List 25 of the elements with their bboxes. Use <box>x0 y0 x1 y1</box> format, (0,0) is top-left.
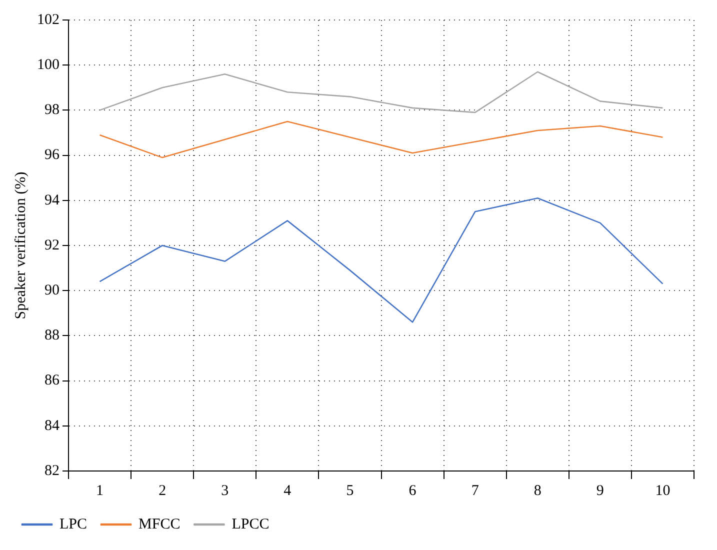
legend-label: MFCC <box>138 516 180 532</box>
y-tick-label: 94 <box>44 192 60 208</box>
y-tick-label: 98 <box>44 102 60 118</box>
legend-label: LPCC <box>232 516 270 532</box>
x-tick-label: 10 <box>655 482 670 499</box>
x-tick-label: 6 <box>408 482 417 499</box>
y-tick-label: 102 <box>37 12 60 28</box>
y-tick-label: 84 <box>44 418 60 434</box>
x-tick-label: 4 <box>284 482 292 499</box>
y-axis-title: Speaker verification (%) <box>12 172 29 320</box>
x-tick-label: 2 <box>158 482 166 499</box>
y-tick-label: 82 <box>44 462 60 479</box>
y-tick-label: 100 <box>37 57 60 74</box>
y-tick-label: 86 <box>44 372 60 389</box>
x-tick-label: 9 <box>596 482 604 499</box>
x-tick-label: 1 <box>96 482 104 499</box>
legend-label: LPC <box>60 516 88 532</box>
y-tick-label: 96 <box>44 147 60 164</box>
x-tick-label: 3 <box>221 482 229 499</box>
y-tick-label: 90 <box>44 282 60 299</box>
x-tick-label: 7 <box>471 482 480 499</box>
x-tick-label: 5 <box>346 482 354 499</box>
x-tick-label: 8 <box>534 482 542 499</box>
y-tick-label: 88 <box>44 328 60 344</box>
y-tick-label: 92 <box>44 237 60 254</box>
